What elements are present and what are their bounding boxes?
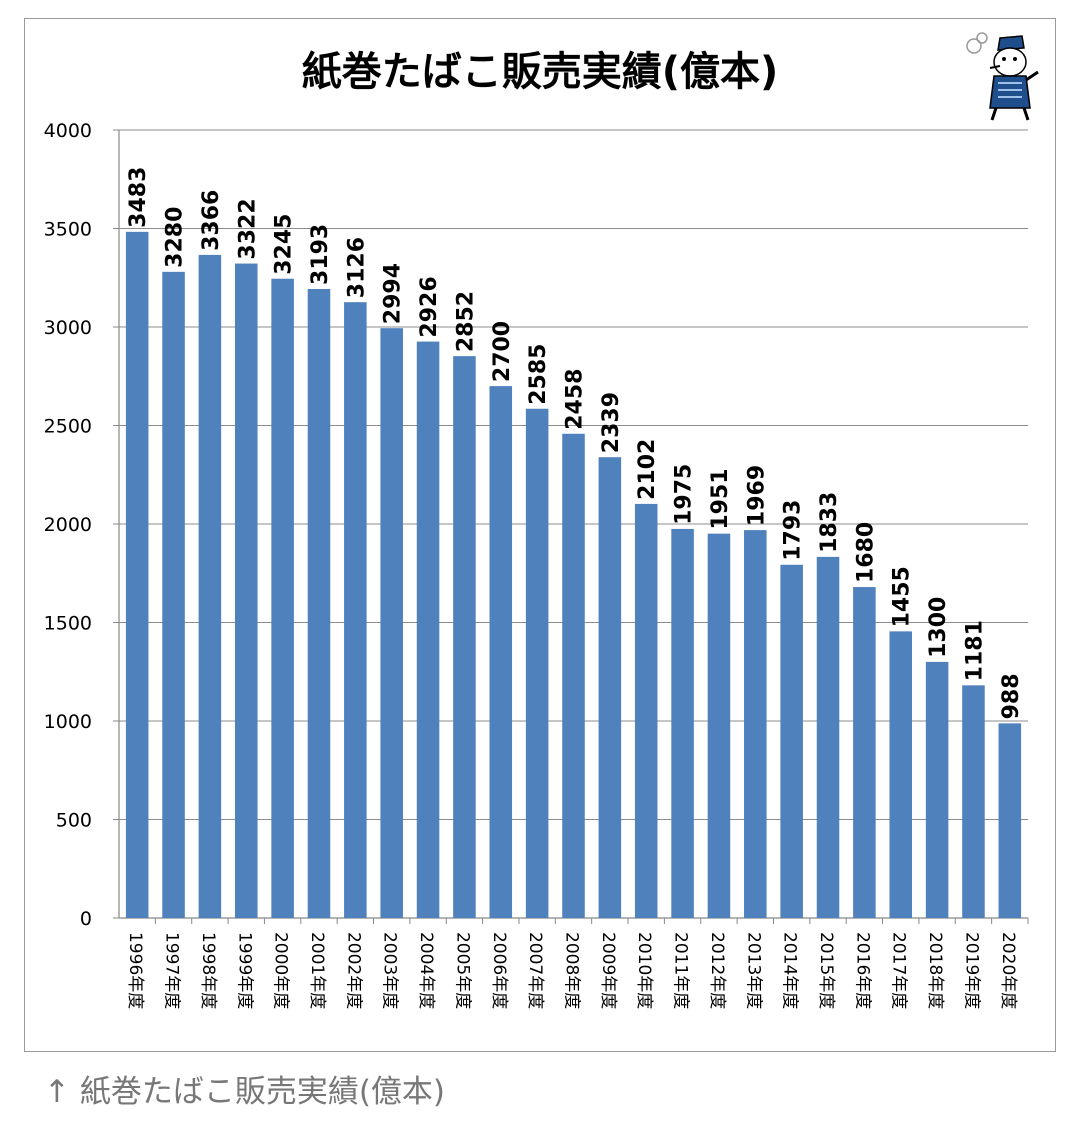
data-label: 1833 xyxy=(817,492,842,553)
bar xyxy=(198,254,222,918)
y-tick-label: 0 xyxy=(80,908,92,930)
data-label: 1680 xyxy=(853,522,878,583)
bar xyxy=(889,631,913,918)
x-tick-label: 1997年度 xyxy=(162,932,182,1009)
data-label: 2102 xyxy=(635,439,660,500)
bar xyxy=(489,386,513,919)
data-label: 2700 xyxy=(490,321,515,382)
x-tick-label: 2009年度 xyxy=(598,932,618,1009)
data-label: 3193 xyxy=(308,224,333,285)
bar xyxy=(125,231,149,918)
bar xyxy=(816,556,840,918)
bar xyxy=(271,278,294,918)
data-label: 2994 xyxy=(381,263,406,324)
x-tick-label: 2013年度 xyxy=(743,932,763,1009)
bar xyxy=(162,271,185,919)
data-label: 3126 xyxy=(344,237,369,298)
x-tick-labels: 1996年度 1997年度 1998年度 1999年度 2000年度 2001年度 2002… xyxy=(125,932,1018,1009)
x-tick-label: 1998年度 xyxy=(198,932,218,1009)
x-tick-label: 2017年度 xyxy=(889,932,909,1009)
data-label: 2339 xyxy=(599,392,624,453)
data-label: 988 xyxy=(999,673,1024,719)
x-tick-label: 2001年度 xyxy=(307,932,327,1009)
y-tick-label: 2500 xyxy=(44,416,92,438)
y-tick-label: 3000 xyxy=(44,317,92,339)
bar xyxy=(598,457,622,918)
data-label: 3322 xyxy=(235,198,260,259)
bar xyxy=(707,533,731,918)
x-tick-label: 2015年度 xyxy=(816,932,836,1009)
x-tick-label: 2010年度 xyxy=(634,932,654,1009)
y-tick-label: 1000 xyxy=(44,711,92,733)
bar xyxy=(744,530,767,918)
x-tick-label: 2020年度 xyxy=(998,932,1018,1009)
caption: ↑ 紙巻たばこ販売実績(億本) xyxy=(44,1074,446,1110)
x-tick-label: 2019年度 xyxy=(961,932,981,1009)
x-tick-label: 2002年度 xyxy=(343,932,363,1009)
smoking-mascot-icon xyxy=(966,32,1039,121)
chart-title: 紙巻たばこ販売実績(億本) xyxy=(302,49,779,95)
data-label: 1455 xyxy=(890,566,915,627)
data-label: 3483 xyxy=(126,167,151,228)
data-label: 2926 xyxy=(417,276,442,337)
y-tick-labels: 0 500 1000 1500 2000 2500 3000 3500 4000 xyxy=(44,120,92,930)
data-label: 1300 xyxy=(926,597,951,658)
bar xyxy=(998,723,1022,918)
bar xyxy=(234,263,258,918)
y-tick-label: 4000 xyxy=(44,120,92,142)
data-label: 3280 xyxy=(163,207,188,268)
bar xyxy=(671,528,694,918)
x-tick-label: 1996年度 xyxy=(125,932,145,1009)
data-label: 2852 xyxy=(453,291,478,352)
y-tick-label: 3500 xyxy=(44,219,92,241)
x-tick-label: 2018年度 xyxy=(925,932,945,1009)
x-tick-label: 2011年度 xyxy=(671,932,691,1009)
bar-chart: 紙巻たばこ販売実績(億本) 3483 3280 3366 3322 3245 3193 31… xyxy=(44,49,1029,1009)
x-tick-label: 2012年度 xyxy=(707,932,727,1009)
data-label: 1181 xyxy=(962,620,987,681)
data-label: 1951 xyxy=(708,468,733,529)
bar xyxy=(962,685,985,918)
data-label: 2458 xyxy=(563,369,588,430)
y-tick-label: 500 xyxy=(56,810,92,832)
x-tick-label: 2004年度 xyxy=(416,932,436,1009)
data-label: 1793 xyxy=(781,500,806,561)
bar xyxy=(525,408,549,918)
bar xyxy=(307,288,331,918)
x-tick-label: 1999年度 xyxy=(234,932,254,1009)
data-label: 1969 xyxy=(744,465,769,526)
bar xyxy=(380,328,403,918)
bars xyxy=(125,231,1022,919)
data-label: 3366 xyxy=(199,190,224,251)
data-label: 3245 xyxy=(272,214,297,275)
bar xyxy=(453,356,476,918)
data-label: 1975 xyxy=(672,464,697,525)
data-label: 2585 xyxy=(526,344,551,405)
x-tick-label: 2005年度 xyxy=(452,932,472,1009)
x-tick-label: 2007年度 xyxy=(525,932,545,1009)
bar xyxy=(780,564,803,918)
bar xyxy=(344,302,367,919)
y-tick-label: 1500 xyxy=(44,613,92,635)
x-tick-label: 2008年度 xyxy=(562,932,582,1009)
bar xyxy=(416,341,440,918)
x-tick-label: 2000年度 xyxy=(271,932,291,1009)
x-tick-label: 2016年度 xyxy=(852,932,872,1009)
bar xyxy=(634,503,658,918)
bar xyxy=(562,433,585,918)
data-labels: 3483 3280 3366 3322 3245 3193 3126 2994 2926 2852… xyxy=(126,167,1024,720)
x-tick-label: 2014年度 xyxy=(780,932,800,1009)
bar xyxy=(853,587,876,918)
bar xyxy=(925,661,949,918)
x-tick-label: 2003年度 xyxy=(380,932,400,1009)
x-tick-label: 2006年度 xyxy=(489,932,509,1009)
y-tick-label: 2000 xyxy=(44,514,92,536)
